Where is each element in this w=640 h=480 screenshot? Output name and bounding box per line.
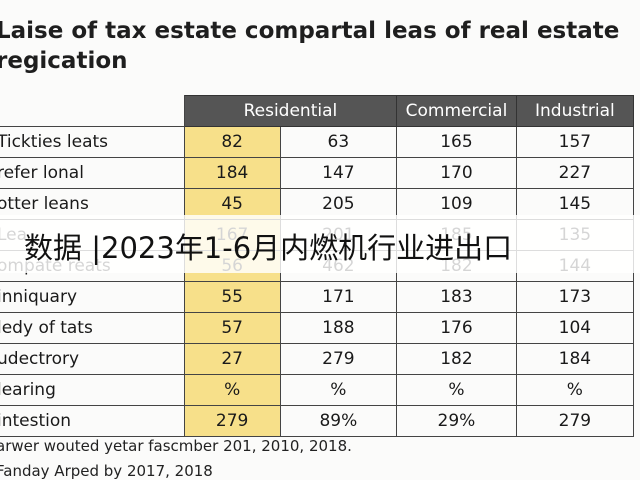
column-header: Commercial <box>396 95 517 127</box>
table-row: inniquary 55 171 183 173 <box>0 281 635 313</box>
cell: 57 <box>183 312 281 344</box>
cell: 279 <box>279 343 398 375</box>
cell: 227 <box>515 157 635 189</box>
footnote: arwer wouted yetar fascmber 201, 2010, 2… <box>0 437 352 455</box>
table-row: refer lonal 184 147 170 227 <box>0 157 635 189</box>
cell: 29% <box>396 405 517 437</box>
overlay-banner: 数据 |2023年1-6月内燃机行业进出口 <box>0 215 640 273</box>
table-row: Tickties leats 82 63 165 157 <box>0 126 635 158</box>
cell: 170 <box>396 157 517 189</box>
cell: 171 <box>279 281 398 313</box>
cell: 27 <box>183 343 281 375</box>
header-row: Residential Commercial Industrial <box>0 95 635 127</box>
cell: 183 <box>396 281 517 313</box>
banner-text: 数据 |2023年1-6月内燃机行业进出口 <box>24 231 513 265</box>
table-body: Tickties leats 82 63 165 157 refer lonal 184 14… <box>0 126 635 437</box>
column-header: Industrial <box>515 95 635 127</box>
cell: 104 <box>515 312 635 344</box>
table-row: ledy of tats 57 188 176 104 <box>0 312 635 344</box>
cell: 63 <box>279 126 398 158</box>
row-label: udectrory <box>0 343 185 375</box>
table-row: udectrory 27 279 182 184 <box>0 343 635 375</box>
cell: 55 <box>183 281 281 313</box>
table-row: intestion 279 89% 29% 279 <box>0 405 635 437</box>
row-label: inniquary <box>0 281 185 313</box>
table-row: otter leans 45 205 109 145 <box>0 188 635 220</box>
cell: 279 <box>515 405 635 437</box>
footnote: Fanday Arped by 2017, 2018 <box>0 462 213 480</box>
row-label: refer lonal <box>0 157 185 189</box>
cell: % <box>183 374 281 406</box>
cell: 188 <box>279 312 398 344</box>
cell: 173 <box>515 281 635 313</box>
cell: 89% <box>279 405 398 437</box>
column-header: Residential <box>183 95 398 127</box>
cell: % <box>396 374 517 406</box>
table-row: learing%%%% <box>0 374 635 406</box>
cell: % <box>515 374 635 406</box>
row-label: ledy of tats <box>0 312 185 344</box>
row-label: Tickties leats <box>0 126 185 158</box>
cell: 184 <box>515 343 635 375</box>
title: Laise of tax estate compartal leas of re… <box>0 18 620 74</box>
cell: % <box>279 374 398 406</box>
cell: 176 <box>396 312 517 344</box>
corner <box>0 95 185 127</box>
cell: 165 <box>396 126 517 158</box>
cell: 109 <box>396 188 517 220</box>
row-label: otter leans <box>0 188 185 220</box>
row-label: learing <box>0 374 185 406</box>
row-label: intestion <box>0 405 185 437</box>
cell: 184 <box>183 157 281 189</box>
cell: 182 <box>396 343 517 375</box>
cell: 205 <box>279 188 398 220</box>
cell: 147 <box>279 157 398 189</box>
cell: 279 <box>183 405 281 437</box>
cell: 82 <box>183 126 281 158</box>
cell: 157 <box>515 126 635 158</box>
